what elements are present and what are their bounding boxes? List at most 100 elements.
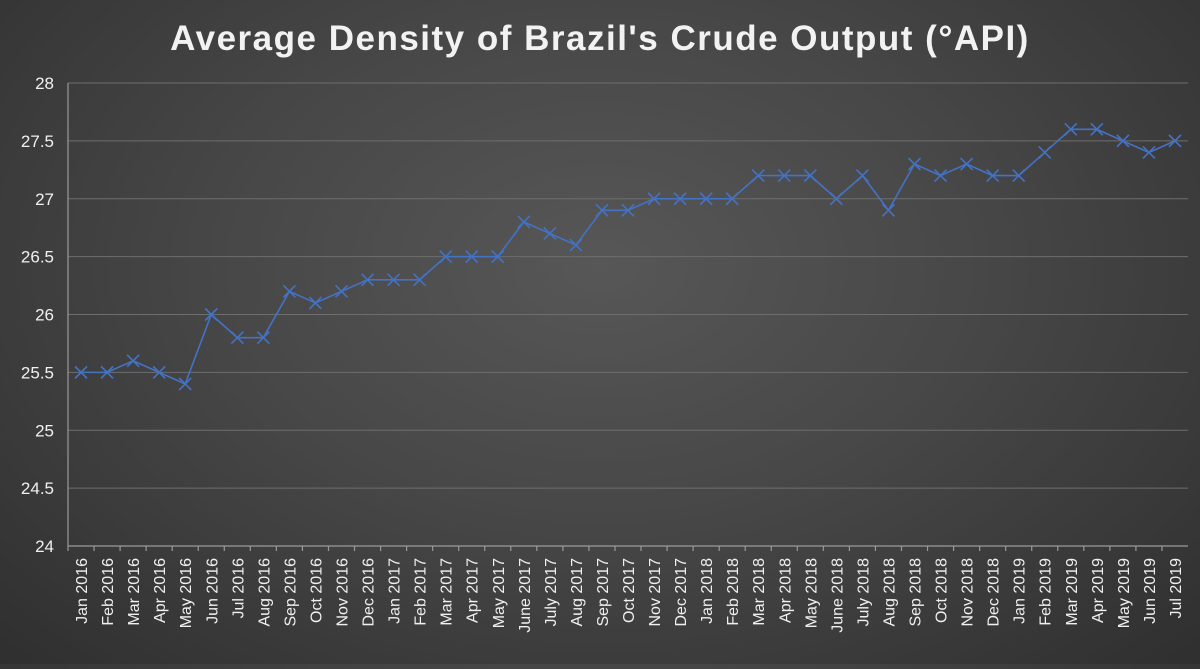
data-point-marker (569, 238, 583, 252)
x-tick-label: Mar 2018 (751, 558, 768, 626)
x-tick-label: Aug 2018 (881, 558, 898, 627)
data-point-marker (152, 365, 166, 379)
x-tick-label: Dec 2017 (673, 558, 690, 627)
x-tick-label: Jan 2017 (387, 558, 404, 624)
x-tick-label: Nov 2018 (960, 558, 977, 627)
data-point-marker (1064, 122, 1078, 136)
x-tick-label: Dec 2016 (361, 558, 378, 627)
x-tick-label: June 2018 (829, 558, 846, 633)
x-tick-label: Mar 2017 (439, 558, 456, 626)
data-series (74, 122, 1182, 391)
data-point-marker (308, 296, 323, 310)
data-point-marker (439, 250, 453, 264)
x-tick-label: May 2016 (178, 558, 195, 628)
data-point-marker (725, 192, 739, 206)
y-tick-label: 28 (35, 74, 54, 93)
x-tick-label: Jan 2019 (1012, 558, 1029, 624)
x-tick-label: Oct 2018 (934, 558, 951, 623)
data-point-marker (204, 307, 218, 322)
x-tick-label: July 2017 (543, 558, 560, 627)
data-point-marker (387, 273, 401, 287)
data-point-marker (1142, 145, 1156, 160)
data-point-marker (100, 365, 114, 379)
data-point-marker (465, 250, 479, 264)
data-point-marker (282, 284, 296, 298)
data-point-marker (907, 157, 922, 171)
x-tick-label: May 2017 (491, 558, 508, 628)
y-tick-label: 27 (35, 190, 54, 209)
chart-title: Average Density of Brazil's Crude Output… (170, 19, 1030, 58)
x-tick-label: Feb 2019 (1038, 558, 1055, 626)
x-tick-label: Mar 2019 (1064, 558, 1081, 626)
axes (67, 83, 1188, 551)
data-point-marker (855, 169, 869, 183)
x-tick-label: July 2018 (855, 558, 872, 627)
x-tick-label: Sep 2017 (595, 558, 612, 627)
y-tick-label: 27.5 (21, 132, 54, 151)
x-tick-label: Jun 2019 (1142, 558, 1159, 624)
x-tick-label: Jul 2016 (230, 558, 247, 619)
data-point-marker (413, 273, 427, 287)
x-tick-label: Apr 2018 (777, 558, 794, 623)
x-tick-label: Feb 2016 (100, 558, 117, 626)
data-point-marker (360, 273, 375, 287)
data-point-marker (960, 157, 974, 171)
x-axis-tick-labels: Jan 2016 Feb 2016 Mar 2016 Apr 2016 May 2016… (74, 558, 1185, 633)
x-tick-label: Oct 2016 (308, 558, 325, 623)
data-point-marker (1038, 145, 1052, 160)
x-tick-label: Jan 2018 (699, 558, 716, 624)
x-tick-label: May 2019 (1116, 558, 1133, 628)
data-point-marker (543, 226, 557, 241)
data-point-marker (74, 365, 88, 379)
x-tick-label: Aug 2016 (256, 558, 273, 627)
y-tick-label: 25 (35, 421, 54, 440)
data-point-marker (1090, 122, 1104, 136)
x-tick-label: May 2018 (803, 558, 820, 628)
x-tick-label: Apr 2019 (1090, 558, 1107, 623)
data-point-marker (777, 169, 791, 183)
x-tick-label: Aug 2017 (569, 558, 586, 627)
data-point-marker (491, 250, 505, 264)
data-point-marker (751, 169, 765, 183)
x-tick-label: Sep 2018 (908, 558, 925, 627)
x-tick-label: Nov 2017 (647, 558, 664, 627)
data-point-marker (230, 331, 244, 345)
y-tick-label: 26.5 (21, 248, 54, 267)
data-point-marker (933, 169, 948, 183)
data-point-marker (178, 377, 192, 391)
x-tick-label: Apr 2017 (465, 558, 482, 623)
data-point-marker (673, 192, 687, 206)
data-point-marker (621, 203, 635, 217)
data-point-marker (1116, 134, 1130, 148)
data-point-marker (881, 203, 896, 217)
x-tick-label: Nov 2016 (334, 558, 351, 627)
data-point-marker (517, 215, 531, 229)
x-tick-label: Mar 2016 (126, 558, 143, 626)
data-point-marker (595, 203, 609, 217)
gridlines (68, 82, 1188, 489)
x-tick-label: Apr 2016 (152, 558, 169, 623)
x-tick-label: June 2017 (517, 558, 534, 633)
data-point-marker (647, 192, 661, 206)
x-tick-label: Jul 2019 (1168, 558, 1185, 619)
y-axis-tick-labels: 24 24.5 25 25.5 26 26.5 27 27.5 28 (21, 74, 54, 556)
data-point-marker (1168, 134, 1182, 148)
x-tick-label: Feb 2018 (725, 558, 742, 626)
data-point-marker (803, 169, 817, 183)
data-point-marker (1012, 169, 1026, 183)
data-point-marker (829, 192, 843, 206)
data-point-marker (986, 169, 1000, 183)
y-tick-label: 25.5 (21, 363, 54, 382)
x-tick-label: Dec 2018 (986, 558, 1003, 627)
x-tick-label: Oct 2017 (621, 558, 638, 623)
y-tick-label: 24.5 (21, 479, 54, 498)
x-tick-label: Sep 2016 (282, 558, 299, 627)
x-tick-label: Jun 2016 (204, 558, 221, 624)
data-point-marker (334, 284, 349, 298)
data-point-marker (256, 331, 270, 345)
x-tick-label: Feb 2017 (413, 558, 430, 626)
x-tick-label: Jan 2016 (74, 558, 91, 624)
data-point-marker (126, 354, 140, 368)
